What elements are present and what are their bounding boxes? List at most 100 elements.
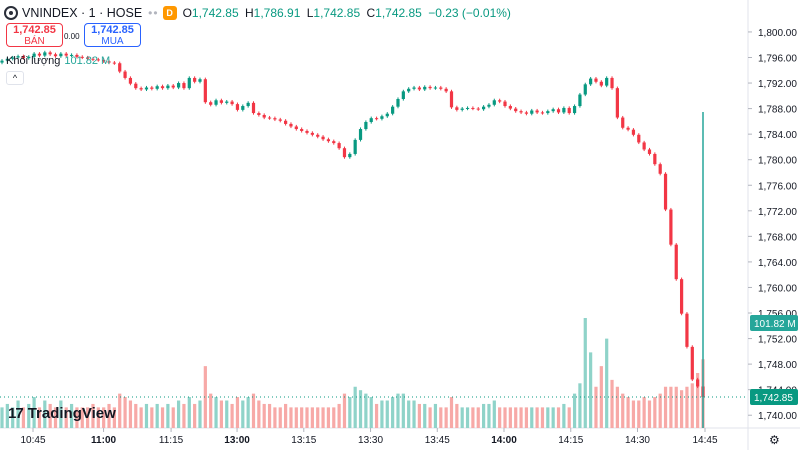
tradingview-logo[interactable]: 17 TradingView xyxy=(8,405,116,422)
volume-bar xyxy=(160,407,165,428)
volume-bar xyxy=(59,400,63,428)
candle-body xyxy=(123,71,127,78)
volume-bar xyxy=(27,403,31,428)
volume-label: Khối lượng xyxy=(6,55,61,67)
candle-body xyxy=(642,142,646,150)
volume-bar xyxy=(219,400,224,428)
volume-bar xyxy=(112,407,116,428)
volume-bar xyxy=(176,400,181,428)
candle-body xyxy=(498,100,502,102)
volume-bar xyxy=(615,386,619,428)
candle-body xyxy=(519,111,523,113)
volume-bar xyxy=(455,403,459,428)
volume-bar xyxy=(11,407,15,428)
collapse-chevron-icon[interactable]: ^ xyxy=(6,71,24,85)
volume-bar xyxy=(669,386,673,428)
volume-bar xyxy=(396,393,400,428)
volume-bar xyxy=(53,407,58,428)
candle-body xyxy=(412,87,416,89)
volume-bar xyxy=(546,407,550,428)
volume-bar xyxy=(96,407,100,428)
volume-bar xyxy=(578,383,582,428)
candle-body xyxy=(578,94,582,107)
buy-button[interactable]: 1,742.85 MUA xyxy=(84,23,141,47)
x-tick-label: 13:00 xyxy=(224,435,250,446)
low-label: L xyxy=(306,6,314,20)
settings-gear-icon[interactable]: ⚙ xyxy=(769,433,780,447)
volume-bar xyxy=(342,393,347,428)
y-tick-label: 1,740.00 xyxy=(758,411,797,422)
candle-body xyxy=(166,85,170,89)
volume-bar xyxy=(412,400,416,428)
candle-body xyxy=(300,129,304,131)
volume-bar xyxy=(337,403,341,428)
candle-body xyxy=(631,129,636,135)
candle-body xyxy=(273,118,277,120)
candle-body xyxy=(176,83,181,88)
volume-value: 101.82 M xyxy=(64,55,111,67)
candle-body xyxy=(187,77,191,89)
volume-bar xyxy=(321,407,325,428)
volume-bar xyxy=(524,407,529,428)
volume-tag xyxy=(750,315,798,331)
candle-body xyxy=(326,139,331,142)
symbol-title[interactable]: VNINDEX · 1 · HOSE xyxy=(22,6,143,20)
candle-body xyxy=(198,79,202,82)
candle-body xyxy=(696,379,700,387)
x-tick-label: 14:15 xyxy=(558,435,583,446)
volume-bar xyxy=(64,407,68,428)
volume-bar xyxy=(610,379,614,428)
candle-body xyxy=(53,54,58,57)
candle-body xyxy=(658,164,662,174)
sell-button[interactable]: 1,742.85 BÁN xyxy=(6,23,63,47)
candle-body xyxy=(155,86,159,89)
volume-bar xyxy=(102,407,106,428)
open-value: 1,742.85 xyxy=(191,6,239,20)
volume-bar xyxy=(214,397,218,428)
candle-body xyxy=(535,110,539,113)
volume-bar xyxy=(364,393,368,428)
volume-bar xyxy=(685,386,689,428)
volume-bar xyxy=(439,407,443,428)
volume-bar xyxy=(348,397,352,428)
volume-bar xyxy=(5,403,9,428)
volume-bar xyxy=(241,400,245,428)
volume-bar xyxy=(91,403,95,428)
candle-body xyxy=(348,153,352,158)
open-label: O xyxy=(182,6,192,20)
y-tick-label: 1,800.00 xyxy=(758,28,797,39)
candle-body xyxy=(465,107,470,109)
candle-body xyxy=(267,117,272,119)
candle-body xyxy=(294,126,298,130)
volume-bar xyxy=(128,400,133,428)
candle-body xyxy=(481,106,486,110)
volume-bar xyxy=(369,397,373,428)
candle-body xyxy=(11,57,15,59)
volume-bar xyxy=(589,352,593,428)
candle-body xyxy=(262,114,266,118)
candle-body xyxy=(572,106,577,114)
y-tick-label: 1,784.00 xyxy=(758,130,797,141)
candle-body xyxy=(439,87,443,89)
volume-bar xyxy=(155,403,159,428)
x-tick-label: 10:45 xyxy=(20,435,45,446)
volume-bar xyxy=(86,407,90,428)
candle-body xyxy=(128,77,133,84)
low-value: 1,742.85 xyxy=(313,6,361,20)
candle-body xyxy=(685,313,689,347)
change-value: −0.23 (−0.01%) xyxy=(428,6,511,20)
candle-body xyxy=(433,87,438,89)
candle-body xyxy=(219,100,224,103)
volume-bar xyxy=(391,397,395,428)
candle-body xyxy=(428,86,432,89)
candle-body xyxy=(214,100,218,105)
volume-bar xyxy=(428,407,432,428)
volume-bar xyxy=(562,403,566,428)
volume-bar xyxy=(144,403,149,428)
candle-body xyxy=(567,107,571,114)
candle-body xyxy=(48,52,52,55)
candle-body xyxy=(21,56,26,59)
y-tick-label: 1,788.00 xyxy=(758,105,797,116)
volume-bar xyxy=(353,386,357,428)
